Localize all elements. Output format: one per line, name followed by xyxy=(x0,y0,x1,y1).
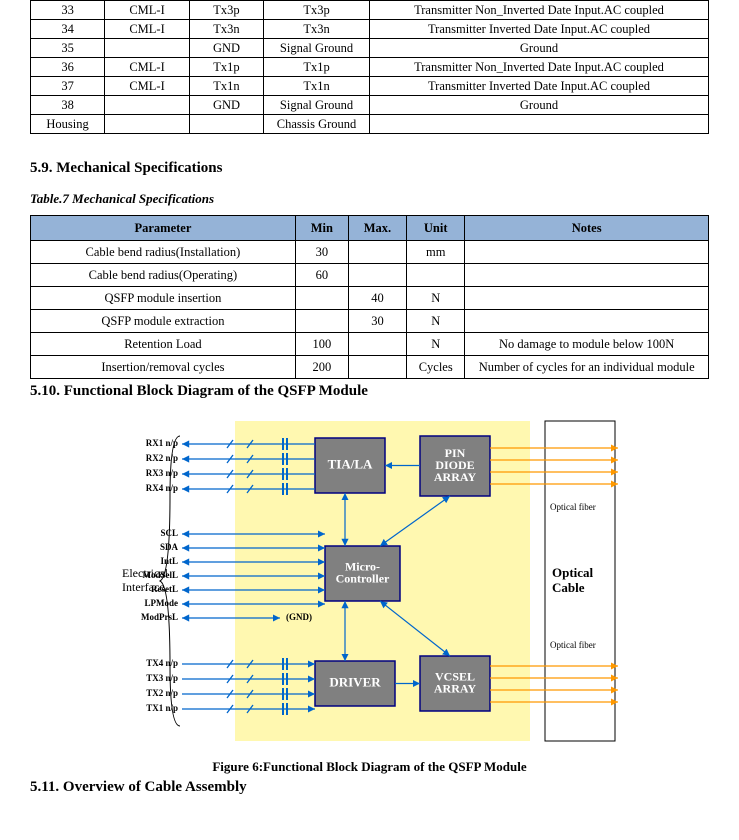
pin-table: 33CML-ITx3pTx3pTransmitter Non_Inverted … xyxy=(30,0,709,134)
table-row: QSFP module insertion40N xyxy=(31,287,709,310)
svg-text:DRIVER: DRIVER xyxy=(329,674,381,689)
table-row: 36CML-ITx1pTx1pTransmitter Non_Inverted … xyxy=(31,58,709,77)
svg-text:IntL: IntL xyxy=(160,556,178,566)
table-row: HousingChassis Ground xyxy=(31,115,709,134)
svg-text:TX2 n/p: TX2 n/p xyxy=(146,688,178,698)
svg-text:TX4 n/p: TX4 n/p xyxy=(146,658,178,668)
section-5-10-title: 5.10. Functional Block Diagram of the QS… xyxy=(30,383,709,400)
table-row: 38GNDSignal GroundGround xyxy=(31,96,709,115)
svg-text:ModPrsL: ModPrsL xyxy=(141,612,178,622)
svg-text:VCSELARRAY: VCSELARRAY xyxy=(433,669,476,695)
svg-text:TIA/LA: TIA/LA xyxy=(327,456,372,471)
svg-text:ElectricalInterface: ElectricalInterface xyxy=(122,566,169,594)
mechanical-spec-table: ParameterMinMax.UnitNotes Cable bend rad… xyxy=(30,215,709,379)
section-5-11-title: 5.11. Overview of Cable Assembly xyxy=(30,779,709,796)
svg-text:RX3 n/p: RX3 n/p xyxy=(145,468,177,478)
table-row: 34CML-ITx3nTx3nTransmitter Inverted Date… xyxy=(31,20,709,39)
svg-text:RX2 n/p: RX2 n/p xyxy=(145,453,177,463)
section-5-9-title: 5.9. Mechanical Specifications xyxy=(30,160,709,177)
table-row: QSFP module extraction30N xyxy=(31,310,709,333)
svg-text:RX4 n/p: RX4 n/p xyxy=(145,483,177,493)
figure6-caption: Figure 6:Functional Block Diagram of the… xyxy=(30,759,709,775)
table-row: Retention Load100NNo damage to module be… xyxy=(31,333,709,356)
table-row: 33CML-ITx3pTx3pTransmitter Non_Inverted … xyxy=(31,1,709,20)
table-row: 35GNDSignal GroundGround xyxy=(31,39,709,58)
svg-text:TX3 n/p: TX3 n/p xyxy=(146,673,178,683)
table7-caption: Table.7 Mechanical Specifications xyxy=(30,191,709,207)
svg-text:Optical fiber: Optical fiber xyxy=(550,502,596,512)
table-row: 37CML-ITx1nTx1nTransmitter Inverted Date… xyxy=(31,77,709,96)
table-row: Cable bend radius(Installation)30mm xyxy=(31,241,709,264)
table-row: Insertion/removal cycles200CyclesNumber … xyxy=(31,356,709,379)
functional-block-diagram: TIA/LAPINDIODEARRAYMicro-ControllerDRIVE… xyxy=(120,416,620,751)
svg-text:SDA: SDA xyxy=(159,542,178,552)
svg-text:(GND): (GND) xyxy=(286,612,312,622)
svg-text:Optical fiber: Optical fiber xyxy=(550,640,596,650)
svg-text:TX1 n/p: TX1 n/p xyxy=(146,703,178,713)
svg-text:LPMode: LPMode xyxy=(144,598,178,608)
table-row: Cable bend radius(Operating)60 xyxy=(31,264,709,287)
